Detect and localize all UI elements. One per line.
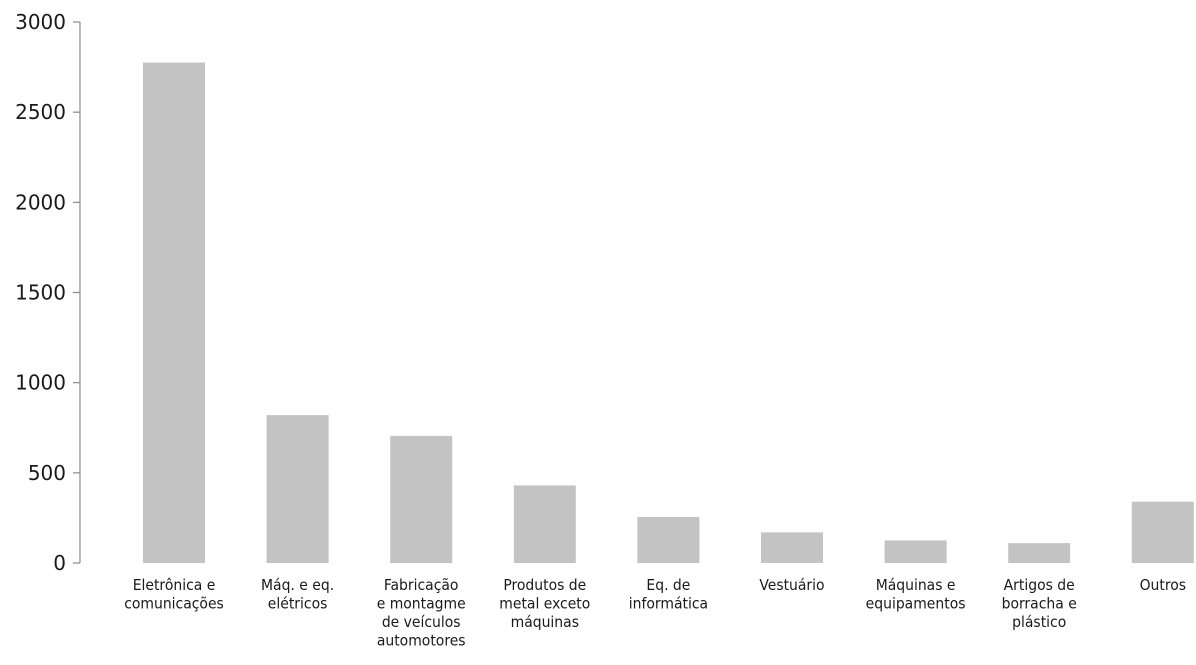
- x-tick-label-line: e montagme: [377, 595, 466, 613]
- x-tick-label: Eq. de informática: [629, 576, 708, 613]
- x-tick-label: Máquinas e equipamentos: [866, 576, 966, 613]
- x-tick-label-line: elétricos: [268, 595, 328, 613]
- bar: [267, 415, 329, 563]
- x-tick-label: Vestuário: [759, 576, 824, 594]
- x-tick-label-line: máquinas: [511, 613, 579, 631]
- x-tick-label-line: Outros: [1140, 576, 1186, 594]
- bar: [1008, 543, 1070, 563]
- bar: [390, 436, 452, 563]
- x-tick-label-line: Fabricação: [384, 576, 459, 594]
- bar: [514, 485, 576, 563]
- x-tick-label: Fabricação e montagme de veículos automotor…: [377, 576, 466, 650]
- x-tick-label-line: Vestuário: [759, 576, 824, 594]
- y-tick-label: 0: [53, 551, 66, 575]
- x-axis-labels: Eletrônica e comunicações Máq. e eq. elétri…: [124, 576, 1186, 650]
- bar: [1132, 502, 1194, 563]
- x-tick-label-line: automotores: [377, 632, 466, 650]
- x-tick-label-line: Produtos de: [503, 576, 586, 594]
- x-tick-label-line: Artigos de: [1004, 576, 1075, 594]
- x-tick-label: Máq. e eq. elétricos: [261, 576, 334, 613]
- bars: [143, 63, 1194, 563]
- y-tick-label: 2000: [15, 190, 66, 214]
- x-tick-label-line: plástico: [1012, 613, 1066, 631]
- y-tick-label: 1500: [15, 281, 66, 305]
- x-tick-label: Eletrônica e comunicações: [124, 576, 224, 613]
- x-tick-label: Produtos de metal exceto máquinas: [499, 576, 590, 631]
- y-tick-label: 1000: [15, 371, 66, 395]
- bar: [761, 532, 823, 563]
- y-tick-label: 500: [28, 461, 66, 485]
- x-tick-label: Outros: [1140, 576, 1186, 594]
- x-tick-label-line: Máq. e eq.: [261, 576, 334, 594]
- y-tick-label: 2500: [15, 100, 66, 124]
- x-tick-label-line: Máquinas e: [876, 576, 956, 594]
- x-tick-label: Artigos de borracha e plástico: [1002, 576, 1077, 631]
- x-tick-label-line: Eletrônica e: [133, 576, 216, 594]
- x-tick-label-line: de veículos: [382, 613, 461, 631]
- bar: [637, 517, 699, 563]
- y-tick-label: 3000: [15, 10, 66, 34]
- x-tick-label-line: metal exceto: [499, 595, 590, 613]
- y-axis: 0 500 1000 1500 2000 2500 3000: [15, 10, 80, 575]
- x-tick-label-line: borracha e: [1002, 595, 1077, 613]
- x-tick-label-line: comunicações: [124, 595, 224, 613]
- x-tick-label-line: equipamentos: [866, 595, 966, 613]
- bar: [885, 540, 947, 563]
- x-tick-label-line: Eq. de: [646, 576, 690, 594]
- x-tick-label-line: informática: [629, 595, 708, 613]
- bar: [143, 63, 205, 563]
